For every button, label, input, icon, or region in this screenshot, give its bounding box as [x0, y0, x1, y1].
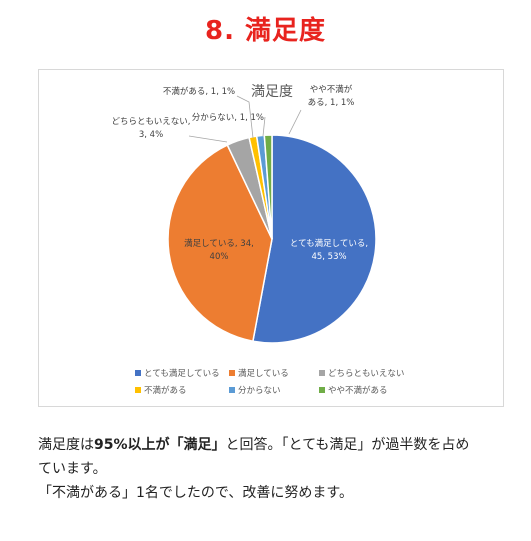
pie-chart: 満足度 とても満足している, 45, 53% 満足している, 34, 40% どちらとも… — [38, 69, 504, 407]
slice-label: やや不満が — [310, 84, 353, 95]
legend-swatch — [135, 370, 141, 376]
slice-label: 不満がある, 1, 1% — [163, 86, 235, 97]
pie-chart-svg: 満足度 とても満足している, 45, 53% 満足している, 34, 40% どちらとも… — [111, 84, 404, 396]
label-leader-line — [288, 109, 302, 135]
caption-emphasis: 95%以上が「満足」 — [94, 437, 226, 453]
chart-title: 満足度 — [251, 84, 293, 100]
caption-line-1: 満足度は95%以上が「満足」と回答。「とても満足」が過半数を占め — [38, 433, 508, 457]
caption-line-2: ています。 — [38, 461, 107, 477]
caption-text-c: と回答。「とても満足」が過半数を占め — [225, 437, 470, 453]
slice-label: ある, 1, 1% — [308, 98, 355, 108]
slice-label: どちらともいえない, — [111, 117, 190, 127]
pie-slice — [252, 134, 377, 344]
legend-swatch — [229, 370, 235, 376]
legend-swatch — [319, 370, 325, 376]
slice-label: 3, 4% — [139, 130, 163, 140]
pie-slice — [263, 134, 273, 240]
label-leader-line — [236, 95, 254, 139]
caption-line-3: 「不満がある」1名でしたので、改善に努めます。 — [38, 485, 353, 501]
pie-slice — [167, 144, 273, 343]
legend-label: とても満足している — [144, 369, 220, 379]
legend-swatch — [319, 387, 325, 393]
legend-swatch — [229, 387, 235, 393]
slice-label: 満足している, 34, — [184, 239, 254, 249]
legend-swatch — [135, 387, 141, 393]
legend-label: 不満がある — [144, 385, 187, 396]
caption-text-a: 満足度は — [38, 437, 94, 453]
caption: 満足度は95%以上が「満足」と回答。「とても満足」が過半数を占め ています。 「… — [38, 433, 508, 505]
legend-label: やや不満がある — [328, 385, 388, 396]
legend-label: 分からない — [238, 386, 281, 396]
label-leader-line — [262, 116, 266, 137]
legend-label: 満足している — [238, 369, 289, 379]
slice-label: 40% — [210, 252, 229, 262]
legend-label: どちらともいえない — [328, 369, 404, 379]
page-heading: 8. 満足度 — [204, 16, 327, 46]
slice-label: 45, 53% — [311, 252, 346, 262]
slice-label: 分からない, 1, 1% — [192, 113, 264, 123]
label-leader-line — [188, 135, 228, 143]
slice-label: とても満足している, — [290, 239, 368, 249]
